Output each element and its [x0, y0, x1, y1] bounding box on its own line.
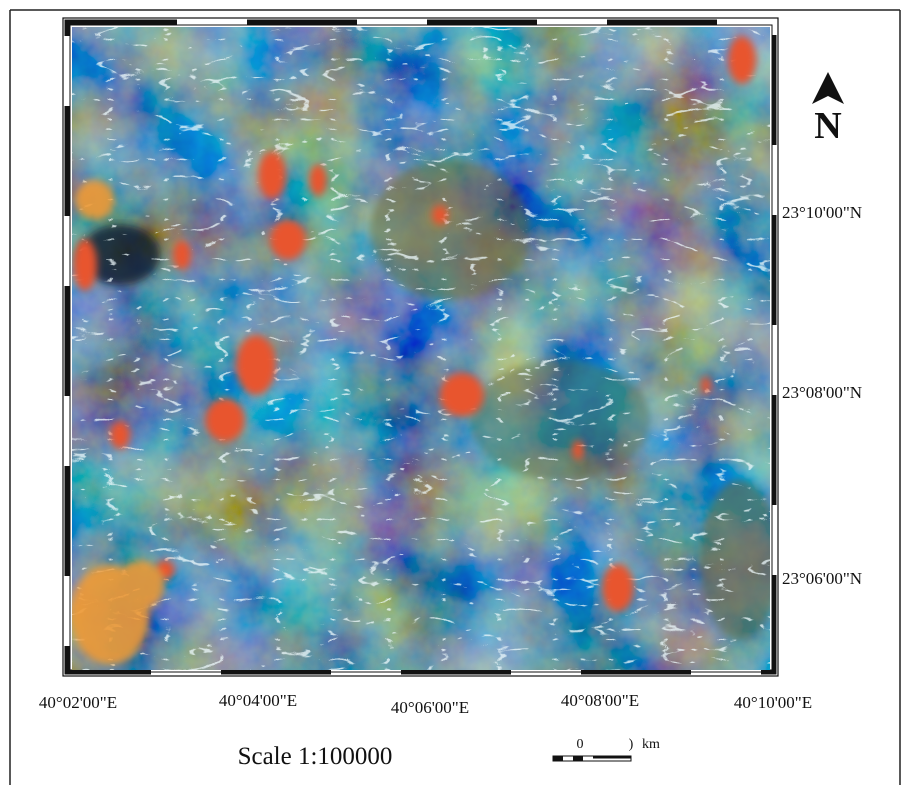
longitude-label: 40°10'00"E — [734, 693, 812, 712]
satellite-image — [70, 27, 780, 670]
longitude-label: 40°04'00"E — [219, 691, 297, 710]
page: N 23°10'00"N 23°08'00"N 23°06'00"N 40°02… — [0, 0, 909, 785]
longitude-label: 40°02'00"E — [39, 693, 117, 712]
north-label: N — [814, 105, 841, 147]
scale-bar: 0 ) km — [553, 737, 660, 761]
north-arrow: N — [812, 72, 844, 147]
longitude-label: 40°06'00"E — [391, 698, 469, 717]
scale-text: Scale 1:100000 — [238, 743, 393, 770]
scale-end-label: ) — [629, 737, 634, 752]
latitude-label: 23°08'00"N — [782, 383, 862, 402]
map-figure: N 23°10'00"N 23°08'00"N 23°06'00"N 40°02… — [0, 0, 909, 785]
scale-unit: km — [642, 737, 660, 752]
latitude-label: 23°06'00"N — [782, 569, 862, 588]
longitude-label: 40°08'00"E — [561, 691, 639, 710]
scale-start-label: 0 — [577, 737, 584, 752]
latitude-label: 23°10'00"N — [782, 203, 862, 222]
